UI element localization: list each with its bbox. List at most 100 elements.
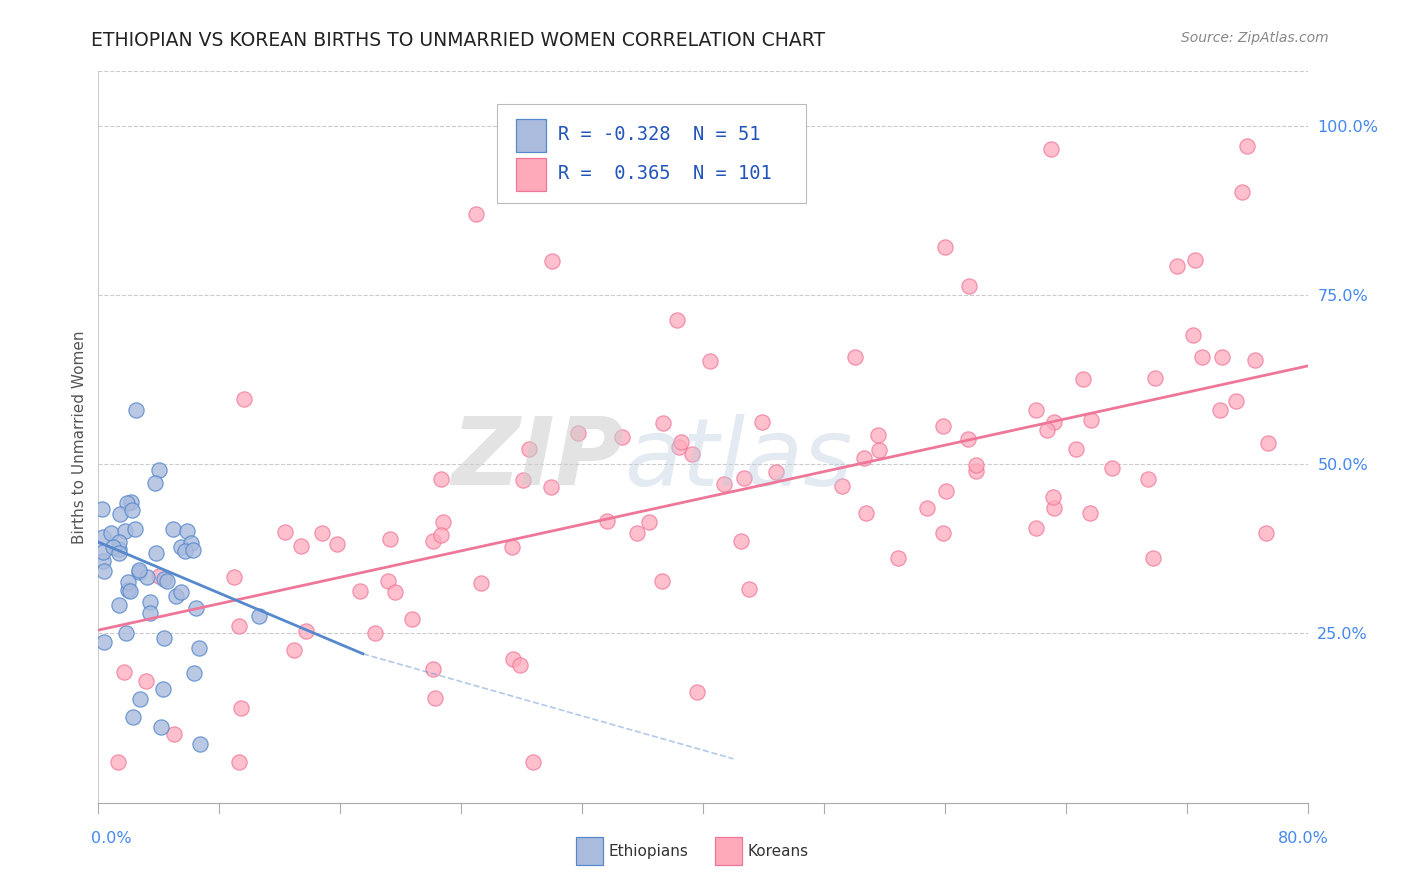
Point	[868, 443, 890, 458]
Point	[666, 313, 689, 327]
Point	[638, 515, 661, 529]
Point	[91, 545, 114, 559]
Point	[1244, 352, 1267, 367]
Point	[626, 526, 648, 541]
Point	[423, 691, 446, 706]
Point	[651, 416, 673, 430]
Point	[612, 430, 634, 444]
Point	[934, 240, 956, 254]
Point	[100, 526, 122, 541]
Point	[108, 546, 131, 560]
Point	[247, 608, 270, 623]
Point	[1166, 260, 1188, 274]
Point	[186, 601, 208, 615]
Point	[713, 477, 735, 491]
Text: 0.0%: 0.0%	[91, 831, 132, 846]
Point	[231, 701, 253, 715]
Text: Source: ZipAtlas.com: Source: ZipAtlas.com	[1181, 31, 1329, 45]
Point	[685, 685, 707, 699]
Point	[93, 635, 115, 649]
Point	[669, 434, 692, 449]
Point	[148, 463, 170, 477]
Point	[1137, 472, 1160, 486]
Point	[470, 576, 492, 591]
FancyBboxPatch shape	[716, 838, 742, 865]
Point	[430, 528, 453, 542]
Point	[183, 666, 205, 681]
Point	[1101, 461, 1123, 475]
Point	[1208, 402, 1230, 417]
Point	[174, 543, 197, 558]
Point	[148, 568, 170, 582]
Text: R =  0.365  N = 101: R = 0.365 N = 101	[558, 164, 772, 183]
Point	[956, 432, 979, 446]
Point	[887, 550, 910, 565]
Point	[1230, 185, 1253, 199]
Point	[176, 524, 198, 539]
Point	[668, 440, 690, 454]
Point	[101, 540, 124, 554]
Point	[965, 458, 987, 473]
Point	[121, 503, 143, 517]
Point	[517, 442, 540, 457]
Point	[699, 354, 721, 368]
Point	[1064, 442, 1087, 457]
Point	[152, 681, 174, 696]
Point	[430, 471, 453, 485]
Point	[1080, 413, 1102, 427]
Point	[540, 480, 562, 494]
Point	[128, 563, 150, 577]
FancyBboxPatch shape	[498, 104, 806, 203]
Point	[114, 524, 136, 538]
Point	[1071, 372, 1094, 386]
Point	[1036, 423, 1059, 437]
Point	[915, 501, 938, 516]
Point	[1181, 327, 1204, 342]
Point	[1142, 551, 1164, 566]
Point	[1191, 350, 1213, 364]
Point	[125, 403, 148, 417]
Point	[153, 572, 176, 586]
Point	[117, 496, 139, 510]
Point	[738, 582, 761, 596]
Point	[384, 585, 406, 599]
Text: Ethiopians: Ethiopians	[609, 844, 689, 859]
Point	[128, 565, 150, 579]
Point	[139, 595, 162, 609]
Point	[509, 657, 531, 672]
Point	[567, 425, 589, 440]
Point	[128, 692, 150, 706]
Point	[122, 710, 145, 724]
Point	[222, 570, 245, 584]
Text: R = -0.328  N = 51: R = -0.328 N = 51	[558, 126, 761, 145]
Point	[1225, 393, 1247, 408]
Point	[165, 589, 187, 603]
Point	[1257, 436, 1279, 450]
Point	[692, 142, 714, 156]
Point	[1184, 253, 1206, 268]
Point	[117, 575, 139, 590]
Point	[501, 540, 523, 554]
Point	[90, 502, 112, 516]
Point	[311, 525, 333, 540]
Point	[1211, 350, 1233, 364]
Point	[1042, 501, 1064, 516]
Point	[295, 624, 318, 638]
Point	[120, 583, 142, 598]
Point	[93, 565, 115, 579]
Text: ZIP: ZIP	[451, 413, 624, 505]
Point	[1144, 371, 1167, 385]
Point	[283, 643, 305, 657]
Point	[108, 535, 131, 549]
Point	[349, 583, 371, 598]
Point	[765, 465, 787, 479]
Point	[155, 574, 177, 589]
Point	[170, 585, 193, 599]
Point	[183, 542, 205, 557]
Point	[91, 554, 114, 568]
Point	[143, 476, 166, 491]
Point	[136, 570, 159, 584]
FancyBboxPatch shape	[576, 838, 603, 865]
Text: atlas: atlas	[624, 414, 852, 505]
Point	[1078, 506, 1101, 520]
